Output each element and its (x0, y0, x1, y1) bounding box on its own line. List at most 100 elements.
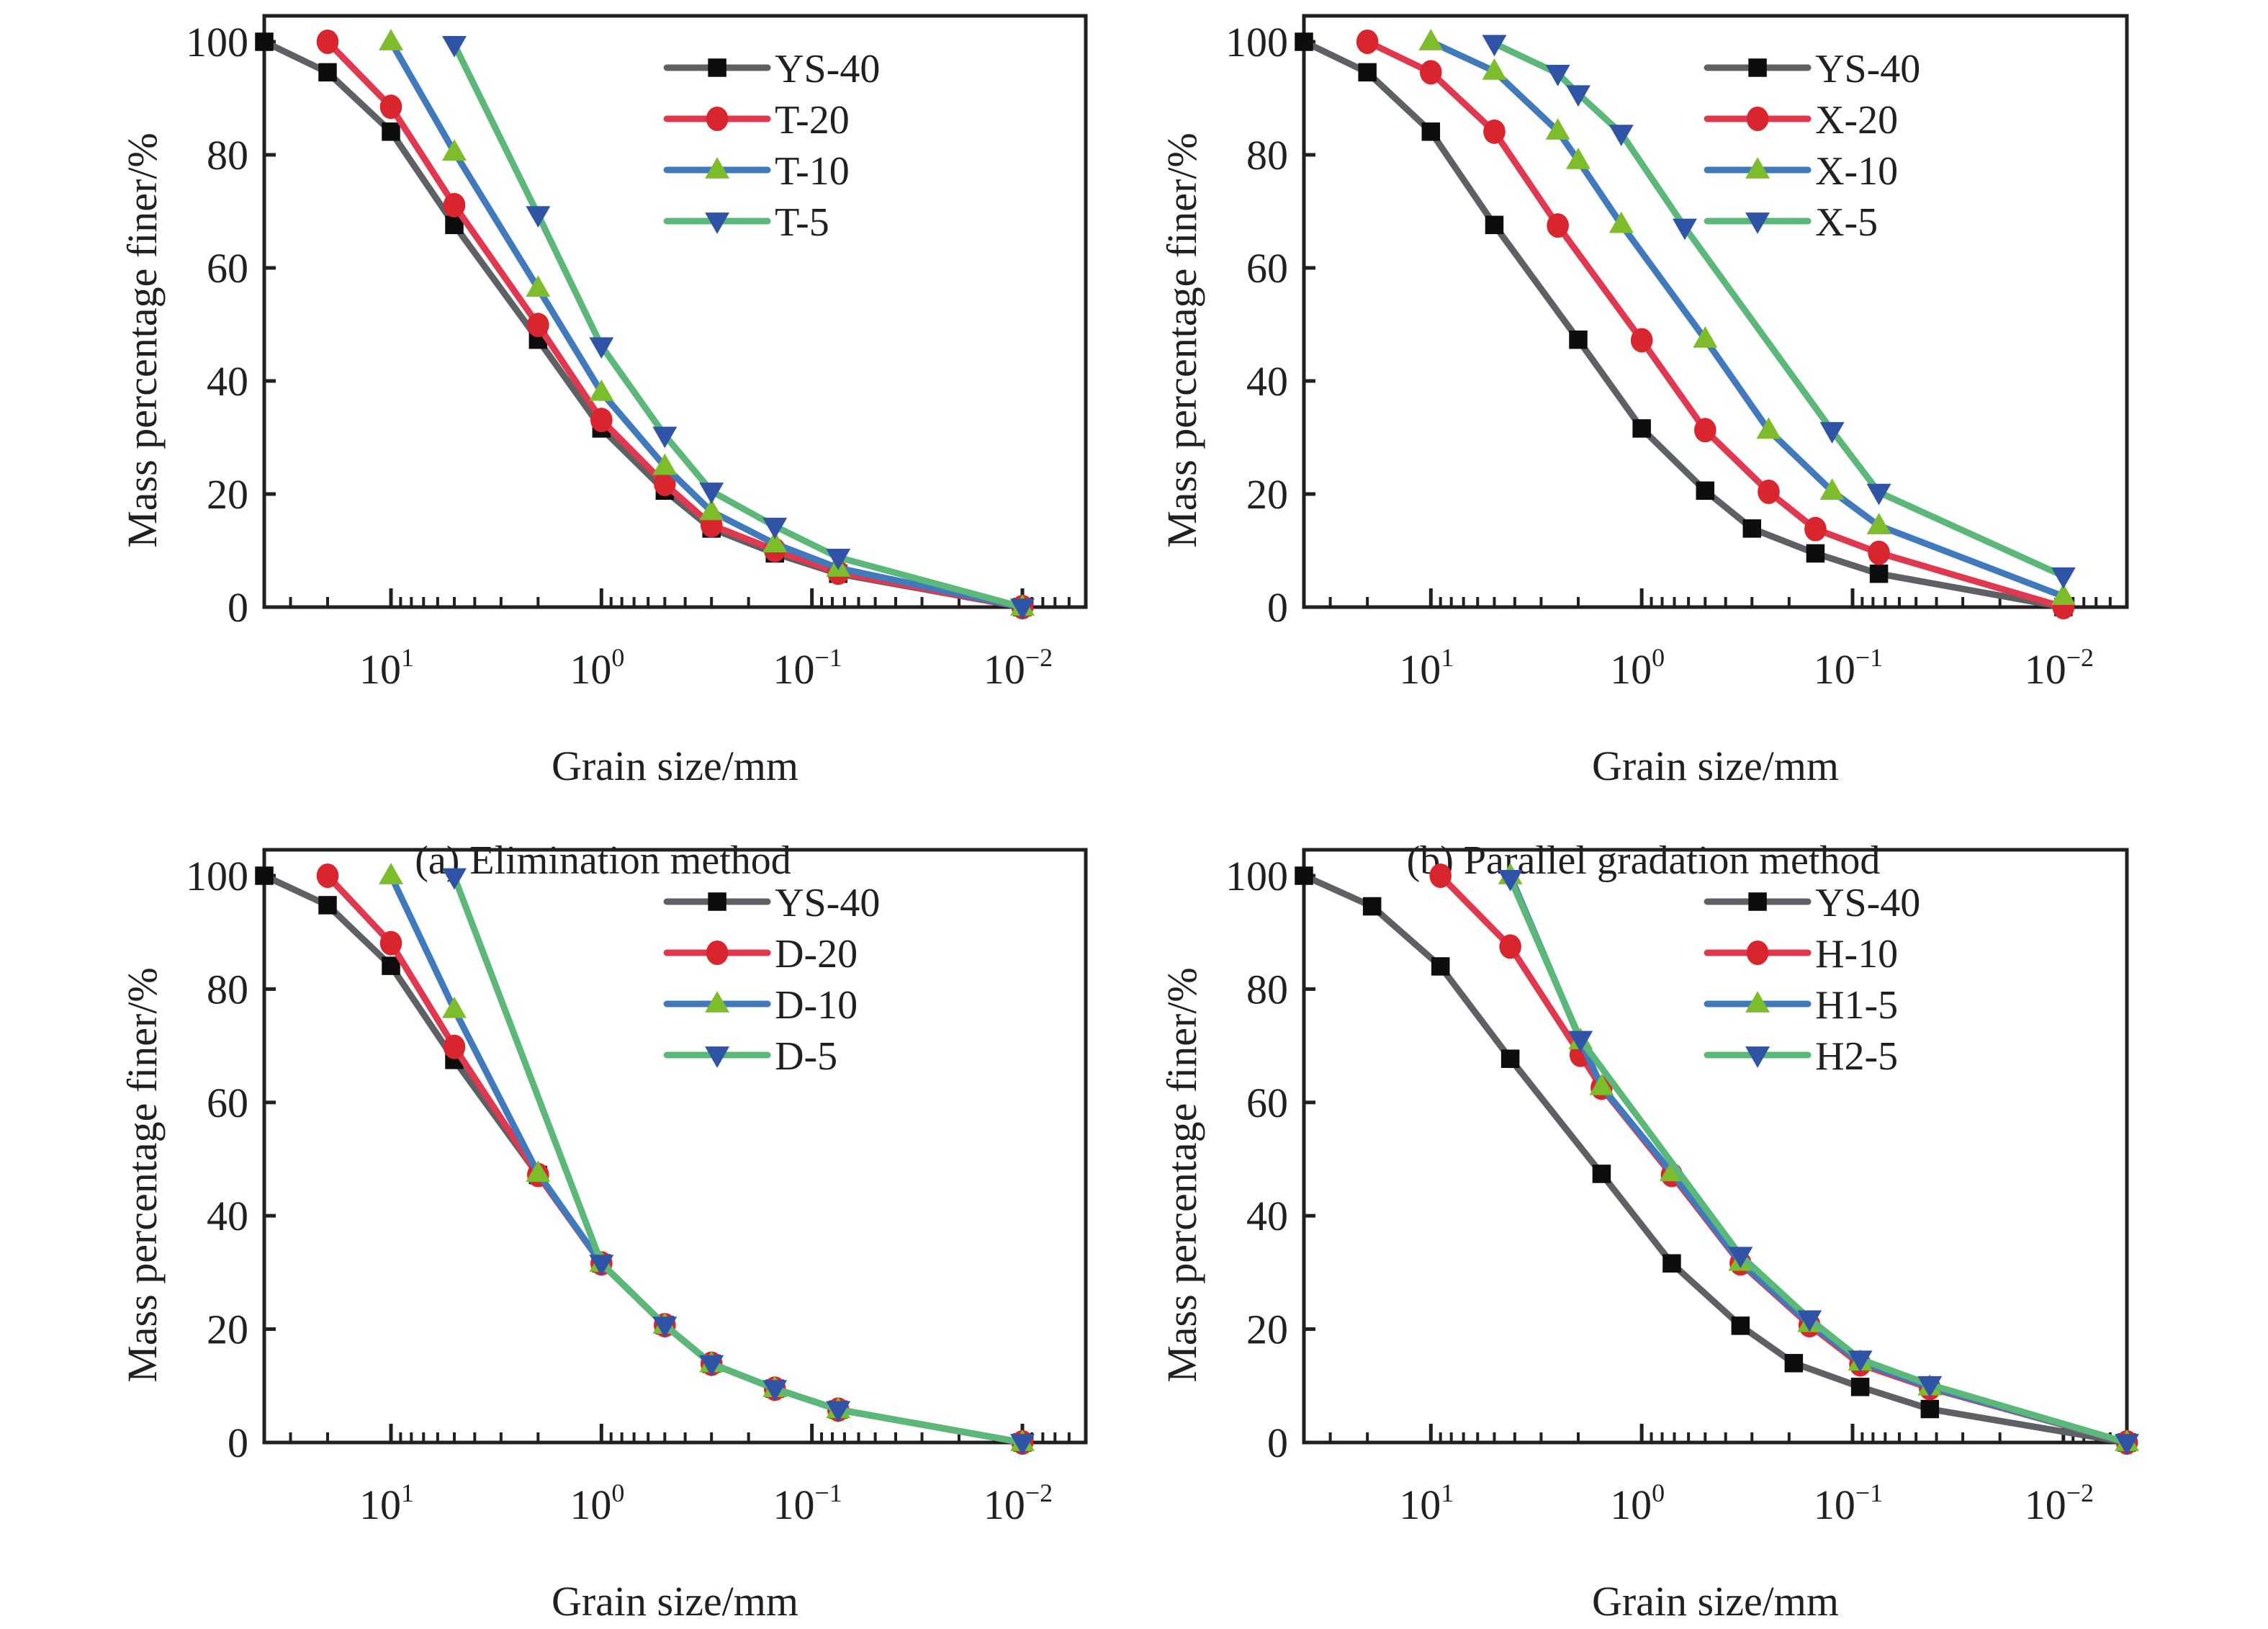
data-point (318, 896, 337, 915)
data-point (1819, 478, 1845, 500)
x-tick-label: 10−2 (2025, 1478, 2094, 1528)
y-tick-label: 0 (1267, 584, 1288, 631)
data-point (1866, 513, 1891, 534)
x-tick-label: 101 (359, 643, 414, 693)
x-tick-base: 10 (570, 646, 611, 693)
legend-marker (1746, 107, 1769, 131)
x-tick-exponent: −1 (1855, 643, 1883, 672)
legend-item: H-10 (1704, 932, 1898, 977)
x-tick-exponent: 0 (1652, 1478, 1665, 1507)
data-point (762, 531, 788, 552)
x-tick-base: 10 (1814, 1481, 1855, 1528)
legend-item: X-5 (1704, 200, 1878, 245)
data-point (526, 275, 551, 297)
series-d-5 (442, 868, 1035, 1455)
data-point (1742, 519, 1762, 538)
x-tick-exponent: −1 (815, 643, 842, 672)
x-tick-base: 10 (2025, 646, 2066, 693)
series-x-5 (1482, 35, 2076, 589)
data-point (442, 868, 467, 890)
data-point (1569, 330, 1588, 349)
data-point (1545, 118, 1570, 140)
x-tick-base: 10 (984, 646, 1025, 693)
x-tick-base: 10 (1399, 646, 1441, 693)
y-tick-label: 80 (207, 132, 248, 179)
plot-frame (1302, 14, 2129, 609)
data-point (255, 866, 274, 885)
legend-marker (1746, 941, 1769, 965)
x-tick-base: 10 (1399, 1481, 1441, 1528)
data-point (2115, 1434, 2139, 1455)
x-tick-exponent: −2 (1025, 643, 1053, 672)
y-tick-label: 100 (1225, 19, 1288, 66)
x-tick-base: 10 (1610, 1481, 1652, 1528)
x-tick-label: 100 (570, 643, 624, 693)
x-tick-exponent: −2 (1025, 1478, 1053, 1507)
y-axis-label: Mass percentage finer/% (119, 967, 166, 1383)
x-tick-label: 101 (1399, 1478, 1454, 1528)
data-point (1850, 1378, 1870, 1396)
data-point (1485, 215, 1504, 235)
data-point (1568, 1031, 1593, 1053)
legend-label: D-10 (775, 983, 858, 1028)
legend-item: YS-40 (1704, 881, 1920, 925)
data-point (1566, 85, 1590, 107)
data-point (1868, 540, 1890, 565)
data-point (589, 337, 614, 359)
plot-frame (262, 14, 1088, 609)
y-axis-label: Mass percentage finer/% (119, 133, 166, 548)
legend-item: YS-40 (663, 47, 880, 91)
y-tick-label: 100 (186, 853, 248, 899)
series-ys-40 (1295, 866, 2136, 1452)
legend-marker (708, 892, 726, 911)
data-point (1589, 1073, 1614, 1095)
y-tick-label: 20 (207, 471, 248, 518)
x-tick-base: 10 (359, 646, 401, 693)
y-tick-label: 40 (1246, 1193, 1288, 1239)
data-point (1696, 481, 1715, 501)
legend-item: H2-5 (1704, 1034, 1898, 1079)
series-line (261, 38, 1026, 611)
legend-marker (1748, 892, 1767, 911)
series-ys-40 (255, 866, 1032, 1452)
y-tick-label: 0 (1267, 1419, 1288, 1466)
data-point (1917, 1376, 1943, 1398)
data-point (442, 996, 467, 1018)
legend-label: H-10 (1815, 932, 1898, 977)
data-point (316, 30, 339, 54)
legend-item: D-5 (663, 1034, 837, 1079)
legend-marker (1745, 212, 1770, 234)
x-tick-exponent: 0 (611, 643, 624, 672)
data-point (379, 29, 404, 50)
y-tick-label: 100 (1225, 853, 1288, 899)
data-point (1295, 866, 1313, 885)
legend-marker (706, 107, 729, 131)
data-point (1728, 1247, 1753, 1269)
data-point (1672, 218, 1697, 241)
data-point (1758, 479, 1780, 504)
data-point (826, 1401, 851, 1423)
data-point (379, 94, 402, 120)
data-point (1431, 957, 1450, 976)
data-point (526, 206, 551, 228)
y-tick-label: 80 (1246, 132, 1288, 179)
legend-label: YS-40 (775, 47, 880, 91)
series-x-10 (1418, 29, 2076, 605)
x-tick-exponent: −2 (2066, 1478, 2094, 1507)
legend-label: D-5 (775, 1034, 837, 1079)
legend-marker (1745, 157, 1770, 179)
data-point (1866, 483, 1891, 506)
legend-marker (708, 58, 726, 77)
legend-marker (1748, 58, 1767, 77)
data-point (1806, 544, 1825, 563)
y-tick-label: 20 (1246, 471, 1288, 518)
x-tick-exponent: 0 (1652, 643, 1665, 672)
x-axis-label: Grain size/mm (552, 742, 798, 789)
series-x-20 (1356, 30, 2075, 619)
data-point (699, 1355, 724, 1377)
data-point (2051, 567, 2076, 589)
